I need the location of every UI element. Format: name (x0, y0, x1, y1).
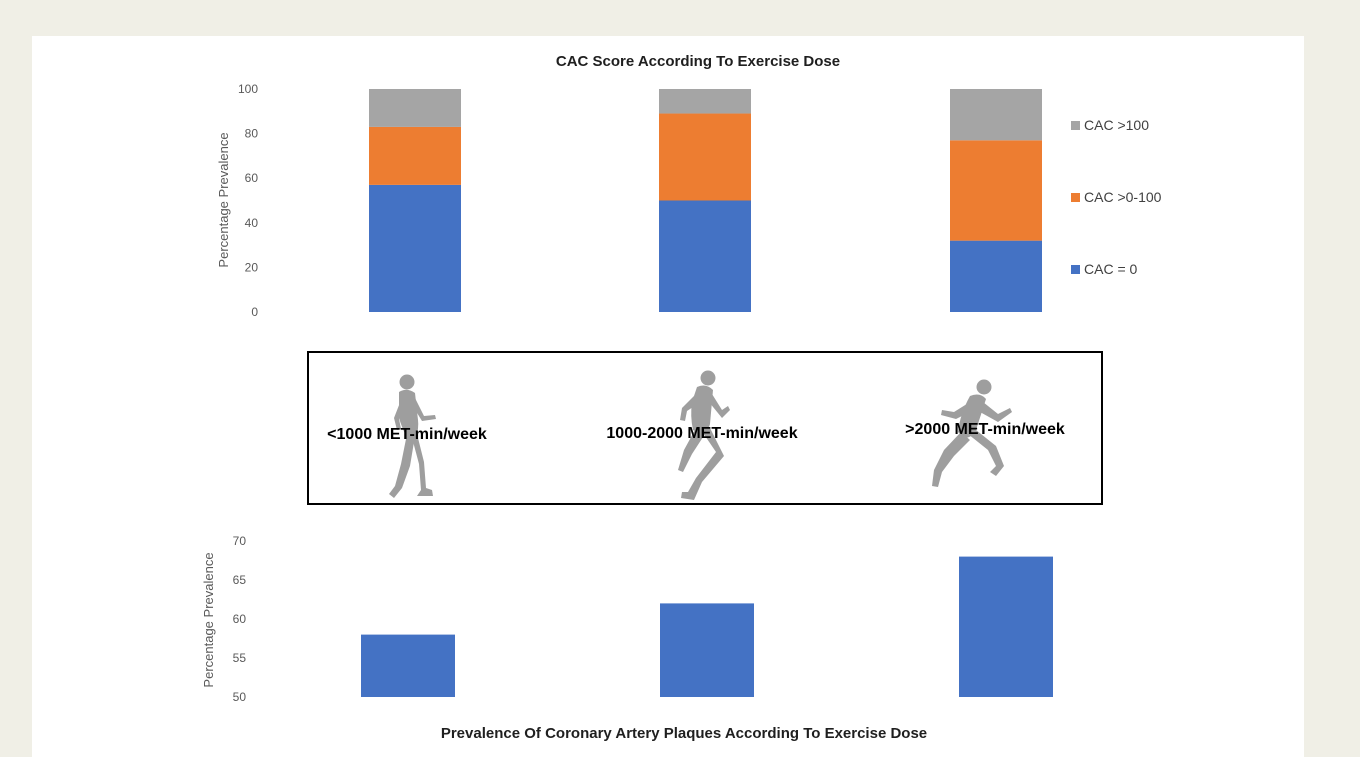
top-bar-cac-0-3 (950, 240, 1042, 312)
bottom-chart-title: Prevalence Of Coronary Artery Plaques Ac… (441, 725, 927, 742)
figure-panel: CAC Score According To Exercise Dose Per… (32, 36, 1304, 757)
top-bar-cac-100-2 (659, 89, 751, 114)
top-bar-cac-0-2 (659, 200, 751, 312)
exercise-dose-label-3: >2000 MET-min/week (905, 421, 1065, 438)
top-chart-y-ticks: 0 20 40 60 80 100 (238, 82, 258, 319)
top-chart-y-tick: 80 (245, 127, 259, 141)
bottom-chart-y-ticks: 50 55 60 65 70 (233, 534, 247, 704)
bottom-chart-y-tick: 70 (233, 534, 247, 548)
top-bar-cac-100-3 (950, 89, 1042, 141)
legend-swatch-cac-0 (1071, 265, 1080, 274)
top-chart-y-tick: 20 (245, 260, 259, 274)
bottom-chart-y-tick: 60 (233, 612, 247, 626)
top-bar-cac-0-1 (369, 184, 461, 312)
top-chart-bars (369, 89, 1042, 312)
top-bar-cac-0-100-2 (659, 113, 751, 201)
top-bar-cac-0-100-1 (369, 126, 461, 185)
legend-label-cac-0: CAC = 0 (1084, 261, 1138, 277)
top-chart-legend: CAC >100 CAC >0-100 CAC = 0 (1071, 117, 1162, 277)
bottom-chart: Percentage Prevalence 50 55 60 65 70 Prevale… (201, 534, 1053, 742)
top-chart-y-tick: 40 (245, 216, 259, 230)
bottom-bar-2 (660, 603, 754, 697)
jogging-person-icon (678, 370, 730, 500)
top-chart-y-axis-label: Percentage Prevalence (216, 132, 231, 267)
bottom-chart-y-tick: 50 (233, 690, 247, 704)
exercise-dose-label-1: <1000 MET-min/week (327, 426, 487, 443)
figure-canvas: CAC Score According To Exercise Dose Per… (201, 53, 1162, 742)
walking-person-icon (389, 374, 436, 498)
legend-swatch-cac-0-100 (1071, 193, 1080, 202)
bottom-chart-y-axis-label: Percentage Prevalence (201, 552, 216, 687)
legend-label-cac-100: CAC >100 (1084, 117, 1149, 133)
legend-label-cac-0-100: CAC >0-100 (1084, 189, 1162, 205)
bottom-chart-y-tick: 65 (233, 573, 247, 587)
exercise-dose-frame (307, 351, 1103, 505)
top-chart: CAC Score According To Exercise Dose Per… (216, 53, 1162, 319)
top-chart-title: CAC Score According To Exercise Dose (556, 53, 840, 70)
exercise-dose-labels: <1000 MET-min/week 1000-2000 MET-min/week… (327, 421, 1065, 443)
legend-swatch-cac-100 (1071, 121, 1080, 130)
exercise-dose-panel: <1000 MET-min/week 1000-2000 MET-min/week… (307, 351, 1103, 505)
top-chart-y-tick: 60 (245, 171, 259, 185)
bottom-chart-y-tick: 55 (233, 651, 247, 665)
bottom-bar-3 (959, 556, 1053, 697)
top-bar-cac-100-1 (369, 89, 461, 127)
sprinting-person-icon (932, 379, 1012, 487)
top-bar-cac-0-100-3 (950, 140, 1042, 241)
bottom-chart-bars (361, 556, 1053, 697)
top-chart-y-tick: 0 (251, 305, 258, 319)
exercise-dose-label-2: 1000-2000 MET-min/week (606, 425, 797, 442)
bottom-bar-1 (361, 634, 455, 697)
top-chart-y-tick: 100 (238, 82, 258, 96)
